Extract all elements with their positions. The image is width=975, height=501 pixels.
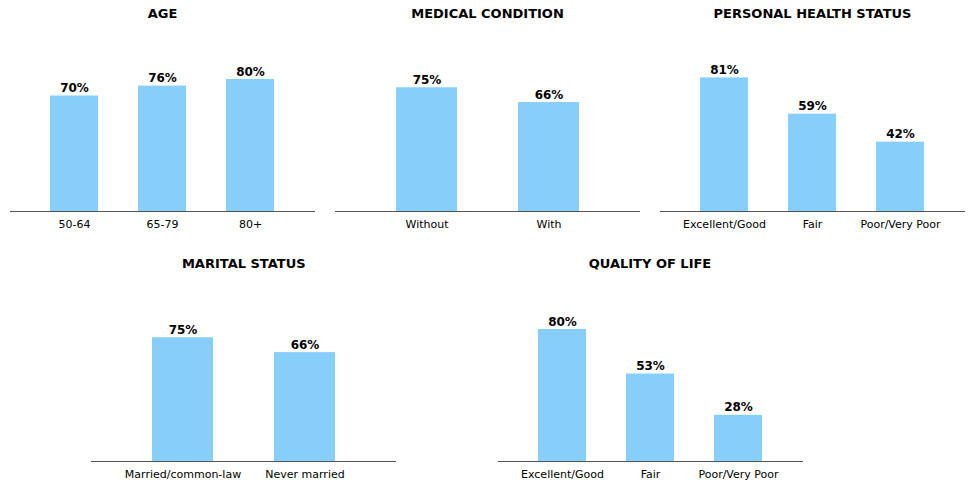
svg-text:Fair: Fair [640, 468, 660, 481]
svg-text:80%: 80% [548, 315, 577, 329]
svg-text:80+: 80+ [239, 218, 262, 231]
svg-text:Never married: Never married [266, 468, 345, 481]
svg-text:66%: 66% [291, 338, 320, 352]
svg-text:75%: 75% [169, 323, 198, 337]
svg-text:Excellent/Good: Excellent/Good [521, 468, 604, 481]
svg-text:76%: 76% [148, 71, 177, 85]
svg-text:28%: 28% [724, 400, 753, 414]
svg-text:75%: 75% [413, 73, 442, 87]
html-text:MEDICAL CONDITION: MEDICAL CONDITION [411, 6, 564, 21]
svg-text:50-64: 50-64 [59, 218, 91, 231]
svg-text:Poor/Very Poor: Poor/Very Poor [698, 468, 779, 481]
svg-text:Excellent/Good: Excellent/Good [683, 218, 766, 231]
svg-text:53%: 53% [636, 359, 665, 373]
svg-text:66%: 66% [535, 88, 564, 102]
svg-text:59%: 59% [798, 99, 827, 113]
html-text:QUALITY OF LIFE: QUALITY OF LIFE [588, 256, 712, 271]
svg-text:Without: Without [406, 218, 450, 231]
svg-text:80%: 80% [236, 65, 265, 79]
html-text:MARITAL STATUS: MARITAL STATUS [181, 256, 306, 271]
html-text:AGE: AGE [147, 6, 178, 21]
svg-text:65-79: 65-79 [147, 218, 179, 231]
svg-text:70%: 70% [60, 81, 89, 95]
svg-text:Married/common-law: Married/common-law [125, 468, 241, 481]
svg-text:81%: 81% [710, 63, 739, 77]
svg-text:Poor/Very Poor: Poor/Very Poor [860, 218, 941, 231]
html-text:PERSONAL HEALTH STATUS: PERSONAL HEALTH STATUS [713, 6, 912, 21]
svg-text:With: With [537, 218, 562, 231]
svg-text:Fair: Fair [803, 218, 823, 231]
svg-text:42%: 42% [886, 127, 915, 141]
